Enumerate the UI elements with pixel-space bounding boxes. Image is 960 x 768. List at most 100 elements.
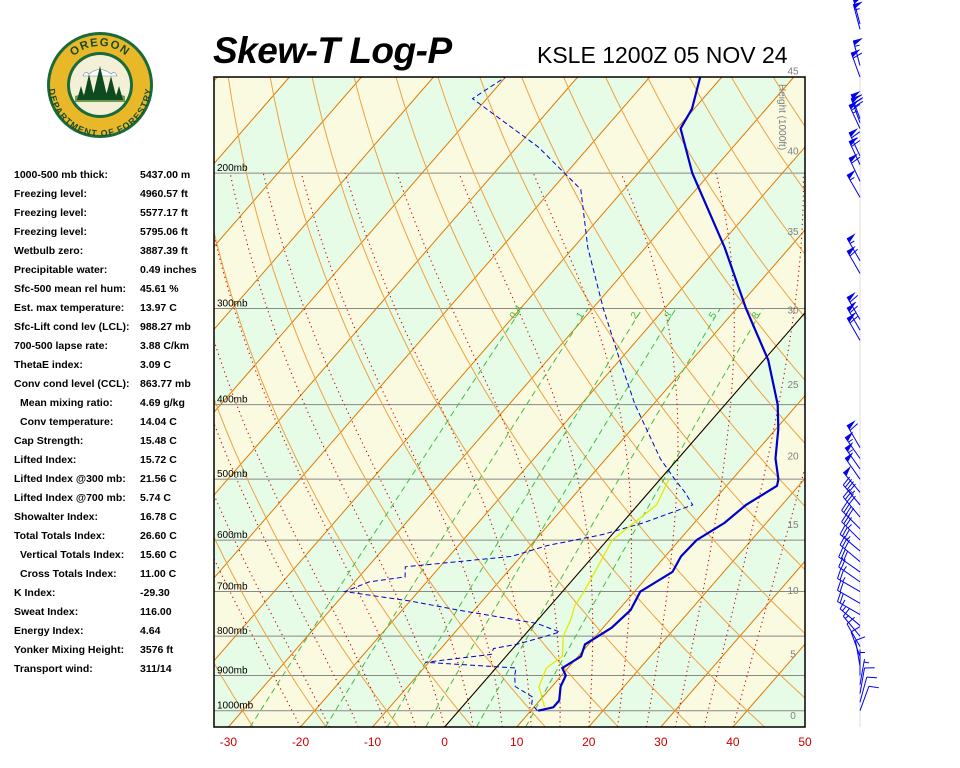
wind-barb <box>850 626 861 657</box>
oregon-department-of-forestry-logo: OREGON DEPARTMENT OF FORESTRY <box>47 32 153 139</box>
stat-label: Energy Index: <box>14 625 84 637</box>
wind-barb-pennant <box>845 452 854 462</box>
isotherm-line <box>877 77 960 727</box>
wind-barb-pennant <box>847 233 856 243</box>
wind-barb-half <box>848 449 853 454</box>
stat-label: Conv temperature: <box>20 416 114 428</box>
stat-row: Freezing level: 4960.57 ft <box>14 186 214 205</box>
mixing-ratio-line <box>386 308 643 727</box>
wind-barb <box>853 0 861 25</box>
dry-adiabat <box>647 77 805 319</box>
chart-title: Skew-T Log-P <box>213 30 452 71</box>
wind-barb-half <box>846 535 851 541</box>
mixing-ratio-line <box>425 308 677 727</box>
height-tick-label: 10 <box>787 586 799 597</box>
temperature-tick-label: 10 <box>510 735 524 749</box>
pressure-label: 700mb <box>217 582 248 593</box>
stat-label: K Index: <box>14 587 56 599</box>
stat-label: ThetaE index: <box>14 359 83 371</box>
temperature-tick-label: 50 <box>798 735 812 749</box>
wind-barb-half <box>854 8 860 11</box>
pressure-label: 400mb <box>217 395 248 406</box>
wind-barb <box>842 488 861 518</box>
plot-border <box>213 76 806 728</box>
wind-barb-shaft <box>841 521 861 541</box>
wind-barb-full <box>853 97 864 104</box>
temperature-tick-label: -30 <box>220 735 238 749</box>
isotherm-line <box>228 77 795 727</box>
stat-row: Freezing level: 5577.17 ft <box>14 205 214 224</box>
height-axis-label: Height (1000ft) <box>776 84 787 150</box>
mixing-ratio-label: 8 <box>750 310 762 321</box>
stat-label: Conv cond level (CCL): <box>14 378 130 390</box>
zero-isotherm <box>444 312 805 727</box>
wind-barb-full <box>842 488 851 498</box>
height-tick-label: 15 <box>787 520 799 531</box>
stat-label: Precipitable water: <box>14 264 108 276</box>
isotherm-line <box>214 77 651 579</box>
stat-value: 116.00 <box>140 606 172 618</box>
stat-row: Conv temperature: 14.04 C <box>14 414 214 433</box>
wind-barb-half <box>847 524 852 529</box>
stat-label: Sfc-Lift cond lev (LCL): <box>14 321 130 333</box>
stat-row: Wetbulb zero: 3887.39 ft <box>14 243 214 262</box>
stat-label: Freezing level: <box>14 188 87 200</box>
wind-barb-full <box>849 423 858 431</box>
wind-barb-half <box>852 110 858 114</box>
wind-barb <box>846 245 861 274</box>
stat-row: 1000-500 mb thick: 5437.00 m <box>14 167 214 186</box>
stat-value: 3576 ft <box>140 644 174 656</box>
wind-barb <box>846 169 861 198</box>
wind-barb <box>842 465 861 493</box>
stat-row: Energy Index: 4.64 <box>14 623 214 642</box>
stat-label: Showalter Index: <box>14 511 99 523</box>
wind-barb-shaft <box>838 556 861 573</box>
wind-barb-shaft <box>842 484 861 506</box>
stat-value: 15.72 C <box>140 454 177 466</box>
wind-barb-full <box>847 507 855 518</box>
isotherm-line <box>214 77 218 82</box>
wind-barb-half <box>854 44 860 47</box>
stat-label: Cap Strength: <box>14 435 84 447</box>
dry-adiabat <box>269 77 619 727</box>
dry-adiabat <box>311 77 692 727</box>
wind-barb <box>839 525 861 552</box>
stat-value: 26.60 C <box>140 530 177 542</box>
moist-adiabat <box>229 172 446 727</box>
wind-barb <box>837 591 861 616</box>
pressure-label: 300mb <box>217 299 248 310</box>
temperature-solid-line <box>537 77 780 712</box>
stat-label: 700-500 lapse rate: <box>14 340 108 352</box>
mixing-ratio-line <box>324 308 589 727</box>
dewpoint-dashed-line <box>342 77 694 712</box>
wind-barb-full <box>848 495 856 505</box>
wind-barb-pennant <box>853 0 859 4</box>
stat-row: K Index: -29.30 <box>14 585 214 604</box>
stat-value: 3887.39 ft <box>140 245 188 257</box>
dry-adiabat <box>214 661 254 727</box>
stat-row: ThetaE index: 3.09 C <box>14 357 214 376</box>
wind-barb-full <box>839 525 846 535</box>
stat-value: 988.27 mb <box>140 321 191 333</box>
pressure-label: 1000mb <box>217 701 254 712</box>
wind-barb-full <box>838 547 844 558</box>
pressure-label: 600mb <box>217 530 248 541</box>
height-tick-label: 45 <box>787 66 799 77</box>
wind-barb-pennant <box>843 465 851 477</box>
wind-barb <box>859 676 877 703</box>
stat-value: 13.97 C <box>140 302 177 314</box>
wind-barb-pennant <box>847 420 856 430</box>
wind-barb-full <box>852 94 863 101</box>
mixing-ratio-label: 3 <box>663 310 675 321</box>
wind-barb-half <box>851 301 857 306</box>
wind-barb-full <box>851 140 861 147</box>
wind-barb <box>859 685 880 711</box>
stat-row: Mean mixing ratio: 4.69 g/kg <box>14 395 214 414</box>
wind-barb-full <box>849 295 858 303</box>
wind-barb-shaft <box>839 544 861 563</box>
wind-barb-full <box>866 676 877 679</box>
wind-barb-full <box>837 591 842 602</box>
wind-barb-pennant <box>853 37 863 46</box>
isotherm-line <box>0 77 145 727</box>
